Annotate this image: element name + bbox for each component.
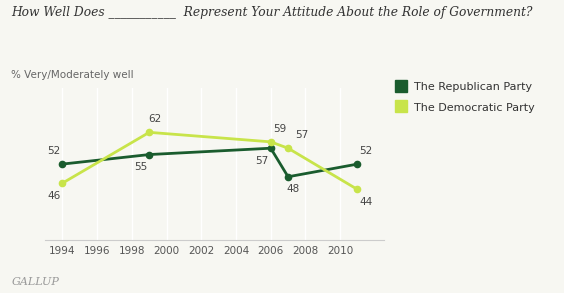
- Text: 59: 59: [273, 124, 286, 134]
- Text: 62: 62: [148, 114, 161, 125]
- Text: 48: 48: [287, 184, 300, 194]
- Text: 46: 46: [47, 190, 60, 201]
- Text: 57: 57: [296, 130, 309, 140]
- Text: 52: 52: [359, 146, 373, 156]
- Text: % Very/Moderately well: % Very/Moderately well: [11, 70, 134, 80]
- Text: 57: 57: [255, 156, 268, 166]
- Text: GALLUP: GALLUP: [11, 277, 59, 287]
- Text: 52: 52: [47, 146, 60, 156]
- Legend: The Republican Party, The Democratic Party: The Republican Party, The Democratic Par…: [396, 81, 534, 113]
- Text: How Well Does ___________  Represent Your Attitude About the Role of Government?: How Well Does ___________ Represent Your…: [11, 6, 533, 19]
- Text: 44: 44: [359, 197, 373, 207]
- Text: 55: 55: [134, 162, 147, 172]
